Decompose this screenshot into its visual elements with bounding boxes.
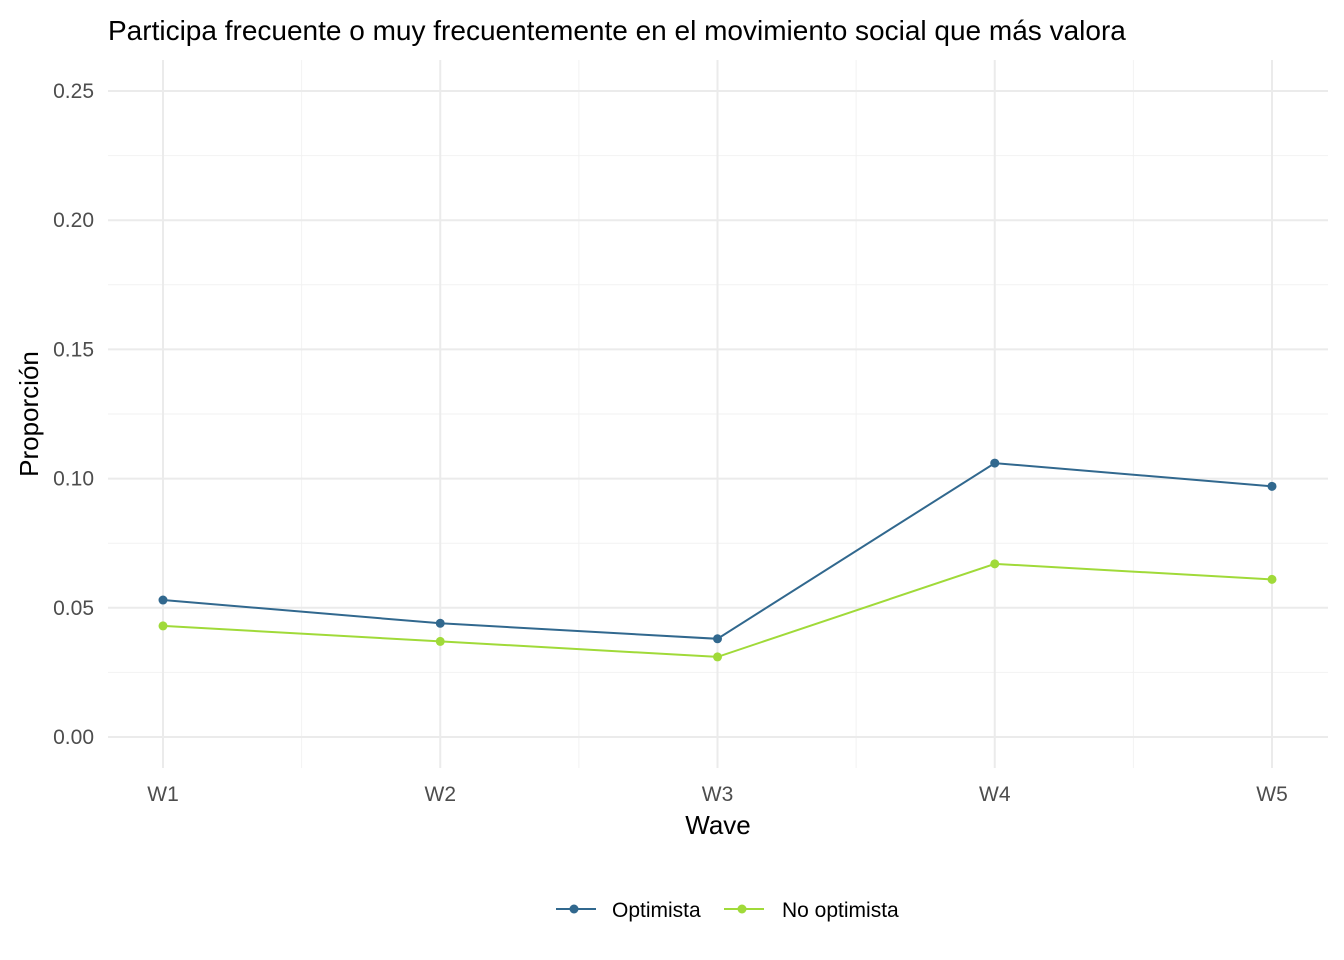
- legend-item: Optimista: [556, 899, 701, 922]
- legend-key-point: [737, 904, 747, 914]
- data-point: [713, 634, 722, 644]
- x-axis-title: Wave: [685, 810, 751, 840]
- y-tick-label: 0.15: [53, 338, 94, 361]
- x-axis-tick-labels: W1 W2 W3 W4 W5: [147, 783, 1288, 806]
- y-tick-label: 0.10: [53, 468, 94, 491]
- series-layer: [158, 458, 1277, 662]
- x-tick-label: W4: [979, 783, 1011, 806]
- x-tick-label: W2: [425, 783, 457, 806]
- y-tick-label: 0.25: [53, 80, 94, 103]
- y-tick-label: 0.00: [53, 726, 94, 749]
- data-point: [1267, 574, 1277, 584]
- y-axis-tick-labels: 0.00 0.05 0.10 0.15 0.20 0.25: [53, 80, 94, 749]
- data-point: [158, 595, 168, 605]
- x-tick-label: W3: [702, 783, 734, 806]
- data-point: [435, 618, 445, 628]
- data-point: [990, 559, 1000, 569]
- legend-label: Optimista: [612, 899, 701, 922]
- y-tick-label: 0.20: [53, 209, 94, 232]
- grid: [108, 60, 1328, 768]
- x-tick-label: W1: [147, 783, 179, 806]
- data-point: [158, 621, 168, 631]
- legend: Optimista No optimista: [556, 899, 899, 922]
- legend-label: No optimista: [782, 899, 899, 922]
- series-optimista: [158, 458, 1277, 644]
- data-point: [713, 652, 722, 662]
- data-point: [1267, 481, 1277, 491]
- y-axis-title: Proporción: [14, 351, 44, 477]
- chart-title: Participa frecuente o muy frecuentemente…: [108, 15, 1126, 46]
- legend-key-point: [569, 904, 579, 914]
- series-no-optimista: [158, 559, 1277, 662]
- legend-item: No optimista: [724, 899, 899, 922]
- y-tick-label: 0.05: [53, 597, 94, 620]
- data-point: [990, 458, 1000, 468]
- data-point: [435, 636, 445, 646]
- x-tick-label: W5: [1256, 783, 1288, 806]
